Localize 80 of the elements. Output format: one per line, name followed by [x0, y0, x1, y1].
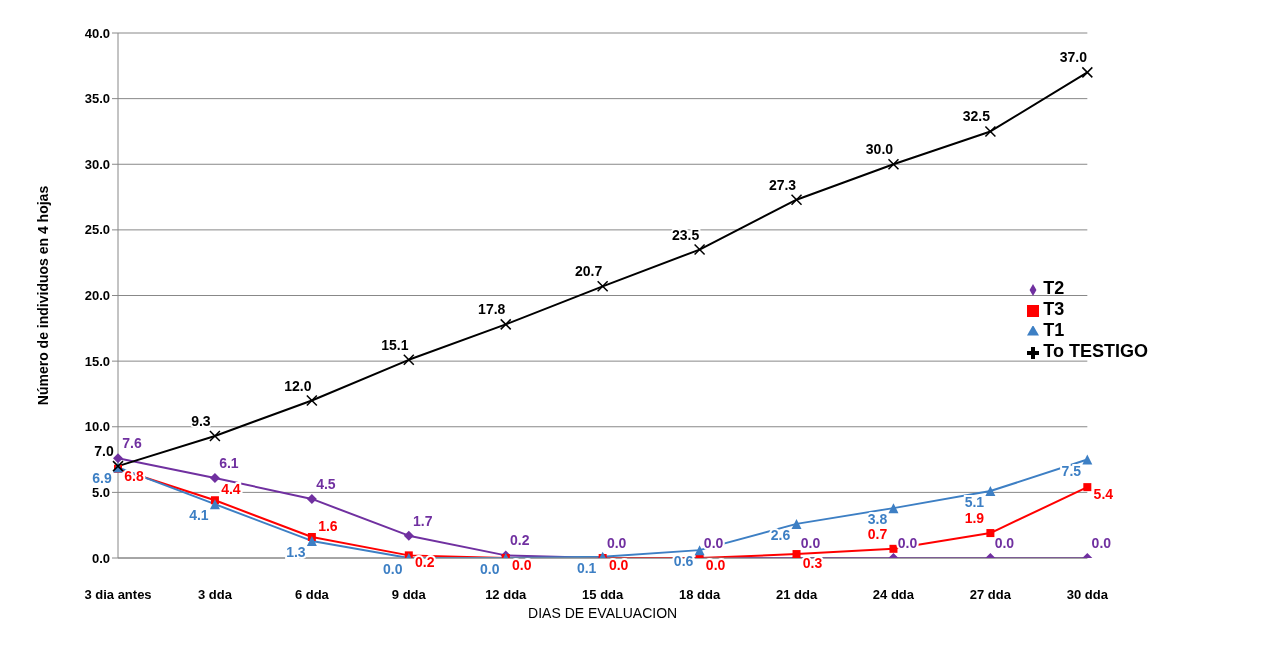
point [694, 545, 705, 556]
data-label: 4.1 [189, 507, 209, 524]
data-label: 0.0 [994, 535, 1015, 551]
data-label: 15.1 [381, 336, 409, 353]
data-label: 3.8 [867, 511, 888, 528]
legend-label: T2 [1043, 278, 1065, 298]
point [209, 499, 220, 510]
data-label: 0.1 [576, 559, 597, 576]
y-tick-label: 40.0 [84, 25, 110, 41]
data-label: 1.7 [413, 512, 433, 529]
x-tick-label: 27 dda [969, 587, 1012, 603]
x-tick-label: 18 dda [679, 587, 721, 603]
data-label: 12.0 [284, 377, 312, 394]
point [113, 453, 123, 464]
data-label: 7.6 [122, 435, 142, 452]
x-tick-label: 21 dda [775, 587, 818, 603]
y-tick-label: 20.0 [84, 288, 110, 304]
x-tick-label: 3 dda [197, 587, 233, 603]
point [889, 544, 898, 553]
y-axis-title: Número de individuos en 4 hojas [34, 185, 51, 406]
data-label: 0.0 [480, 561, 500, 577]
point [1083, 483, 1092, 492]
data-label: 0.0 [705, 557, 726, 573]
data-label: 0.3 [802, 555, 823, 572]
point [306, 535, 317, 546]
y-tick-label: 35.0 [84, 91, 110, 107]
point [888, 503, 899, 514]
point [1082, 454, 1093, 465]
data-label: 5.4 [1093, 486, 1114, 503]
data-label: 0.0 [512, 557, 532, 573]
legend-label: T1 [1043, 320, 1065, 340]
data-label: 0.0 [800, 535, 821, 551]
data-label: 1.3 [286, 543, 306, 560]
data-label: 20.7 [575, 263, 603, 280]
data-label: 1.9 [964, 510, 985, 527]
data-label: 4.5 [316, 475, 336, 492]
x-tick-label: 12 dda [485, 587, 528, 603]
data-label: 6.1 [219, 454, 239, 471]
data-label: 4.4 [221, 481, 241, 498]
y-tick-label: 0.0 [91, 550, 110, 566]
x-tick-label: 24 dda [872, 587, 915, 603]
data-label: 37.0 [1059, 49, 1088, 66]
data-label: 30.0 [865, 141, 894, 158]
y-tick-label: 10.0 [84, 419, 110, 435]
data-label: 0.0 [383, 561, 403, 577]
x-tick-label: 30 dda [1066, 587, 1109, 603]
data-label: 32.5 [962, 108, 991, 125]
x-tick-label: 9 dda [391, 587, 427, 603]
data-label: 2.6 [770, 526, 791, 543]
data-label: 0.2 [415, 554, 435, 571]
point [985, 486, 996, 497]
point [403, 530, 414, 541]
data-label: 27.3 [768, 176, 797, 193]
data-label: 9.3 [191, 412, 211, 429]
data-label: 0.0 [608, 557, 629, 573]
data-label: 23.5 [671, 226, 700, 243]
x-tick-label: 15 dda [582, 587, 625, 603]
y-tick-label: 15.0 [84, 353, 110, 369]
data-label: 7.0 [94, 443, 114, 460]
x-tick-label: 6 dda [294, 587, 330, 603]
data-label: 0.0 [606, 535, 627, 551]
y-tick-label: 30.0 [84, 156, 110, 172]
data-label: 0.0 [1091, 535, 1112, 551]
data-label: 17.8 [478, 301, 506, 318]
data-label: 0.6 [673, 553, 694, 570]
data-label: 6.9 [92, 470, 112, 487]
legend-label: To TESTIGO [1043, 341, 1148, 361]
y-tick-label: 25.0 [84, 222, 110, 238]
data-label: 5.1 [964, 494, 985, 511]
point [209, 472, 220, 483]
legend-label: T3 [1043, 299, 1065, 319]
data-label: 1.6 [318, 518, 338, 534]
x-tick-label: 3 dia antes [84, 587, 152, 603]
data-label: 0.2 [510, 532, 530, 549]
data-label: 0.7 [867, 525, 888, 542]
point [986, 529, 995, 538]
y-tick-label: 5.0 [91, 484, 110, 500]
x-axis-title: DIAS DE EVALUACION [528, 605, 678, 621]
point [306, 493, 317, 504]
point [791, 518, 802, 529]
